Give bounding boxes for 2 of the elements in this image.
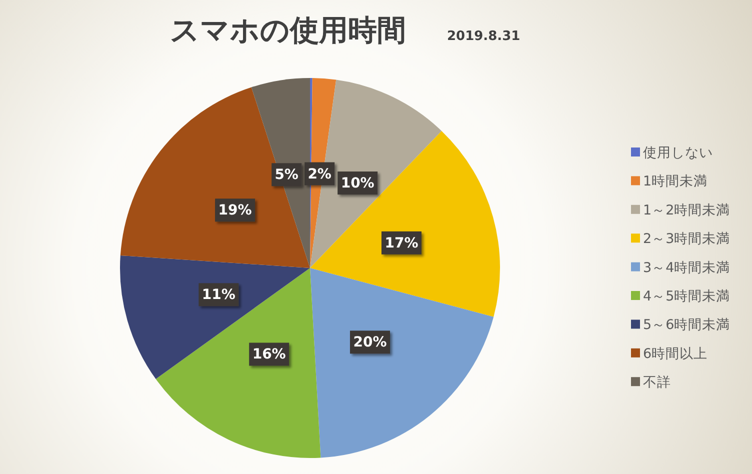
title: スマホの使用時間: [170, 13, 406, 47]
subtitle: 2019.8.31: [447, 29, 520, 44]
